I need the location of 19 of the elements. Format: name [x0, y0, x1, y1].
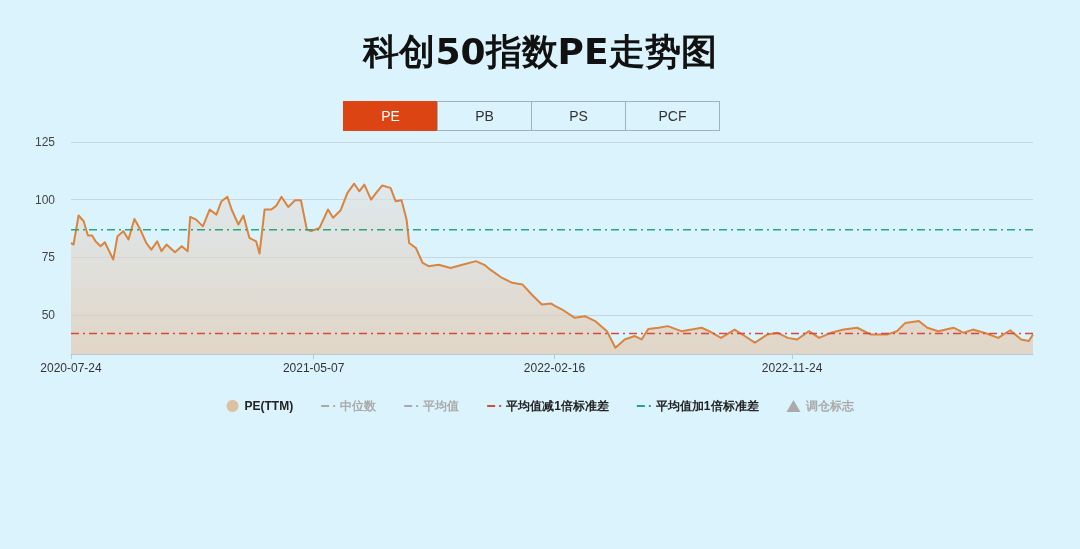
text: 平均值: [422, 399, 460, 413]
text: PS: [531, 101, 626, 131]
legend-label: 平均值加1倍标准差: [654, 399, 759, 413]
x-tick-label: 2020-07-24: [40, 361, 103, 375]
x-tick-label: 2021-05-07: [282, 361, 345, 375]
text: PE: [343, 101, 438, 131]
chart-title: 科创50指数PE走势图: [362, 30, 717, 72]
x-tick-label: 2022-02-16: [523, 361, 586, 375]
y-tick-label: 100: [34, 192, 56, 207]
y-tick-label: 75: [41, 250, 56, 265]
y-tick-label: 125: [34, 135, 56, 149]
x-tick-label: 2022-11-24: [761, 361, 823, 375]
text: 中位数: [340, 399, 378, 413]
text: 调仓标志: [804, 399, 855, 413]
y-tick-label: 50: [41, 307, 56, 322]
text: PB: [437, 101, 532, 131]
text: PCF: [625, 101, 720, 131]
legend-label: PE(TTM): [244, 399, 294, 413]
legend-label: 平均值减1倍标准差: [505, 399, 609, 413]
